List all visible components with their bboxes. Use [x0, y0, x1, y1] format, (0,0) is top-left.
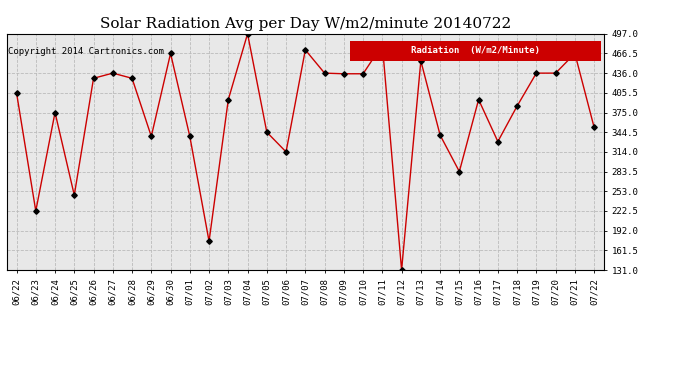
Text: Copyright 2014 Cartronics.com: Copyright 2014 Cartronics.com [8, 47, 164, 56]
Title: Solar Radiation Avg per Day W/m2/minute 20140722: Solar Radiation Avg per Day W/m2/minute … [99, 17, 511, 31]
